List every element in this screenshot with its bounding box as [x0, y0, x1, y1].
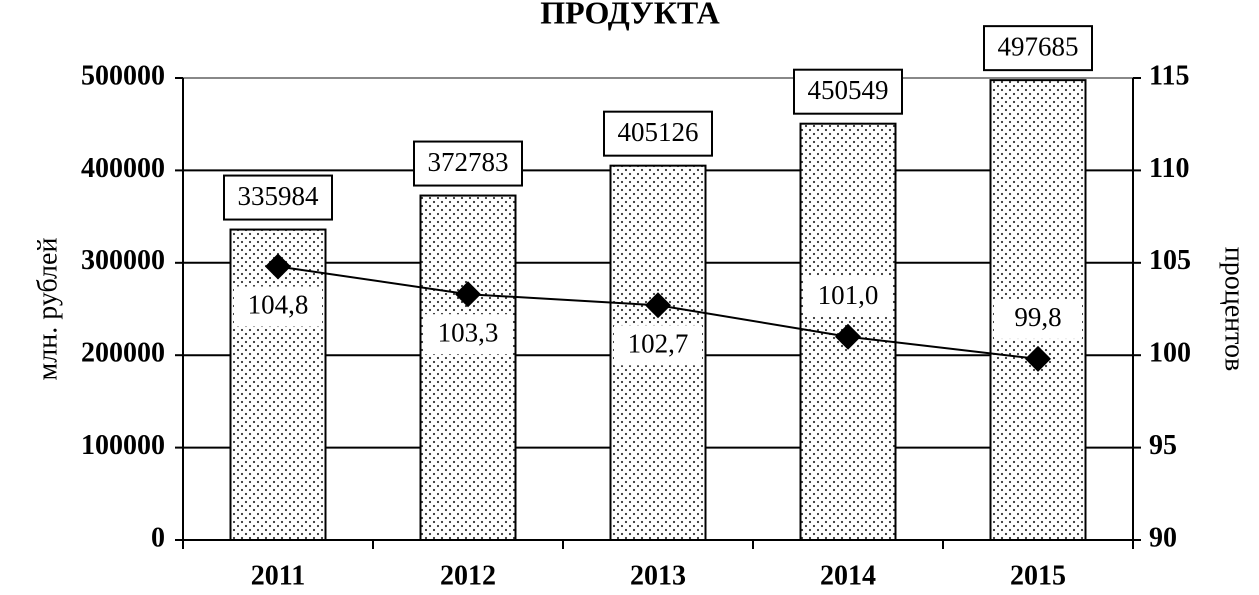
y2-tick-label: 90	[1149, 522, 1177, 553]
y-axis-title: млн. рублей	[32, 238, 63, 381]
y-tick-label: 0	[151, 522, 165, 553]
line-marker	[645, 292, 671, 319]
y-tick-label: 500000	[81, 60, 165, 91]
bar-label-box	[603, 110, 713, 157]
x-tick-label: 2015	[1010, 560, 1066, 591]
line-label-box	[994, 298, 1082, 339]
y-tick-label: 300000	[81, 245, 165, 276]
line-marker	[455, 281, 481, 308]
line-label: 101,0	[818, 280, 879, 310]
bar-label-box	[413, 140, 523, 187]
line-label: 103,3	[438, 317, 499, 347]
y2-axis-title: процентов	[1219, 247, 1250, 371]
bar-label: 497685	[998, 31, 1079, 61]
bar-label: 335984	[238, 181, 320, 211]
line-label-box	[614, 325, 702, 366]
y2-tick-label: 95	[1149, 430, 1177, 461]
bar	[419, 194, 517, 541]
x-tick-label: 2013	[630, 560, 686, 591]
line-label: 104,8	[248, 290, 309, 320]
y-tick-label: 200000	[81, 338, 165, 369]
bar-label-box	[793, 68, 903, 115]
chart-title: ПРОДУКТА	[540, 0, 720, 30]
y2-tick-label: 100	[1149, 338, 1191, 369]
y2-tick-label: 110	[1149, 153, 1189, 184]
bar-label: 372783	[428, 147, 509, 177]
line-marker	[835, 323, 861, 350]
x-tick-label: 2011	[251, 560, 305, 591]
line-marker	[265, 253, 291, 280]
line-label: 99,8	[1014, 302, 1061, 332]
line-marker	[1025, 345, 1051, 372]
bar-label-box	[983, 25, 1093, 72]
y2-tick-label: 115	[1149, 60, 1189, 91]
line-label: 102,7	[628, 329, 689, 359]
x-tick-label: 2012	[440, 560, 496, 591]
bar-label-box	[223, 174, 333, 221]
x-tick-label: 2014	[820, 560, 876, 591]
y-tick-label: 400000	[81, 153, 165, 184]
bar-label: 405126	[618, 117, 699, 147]
line-label-box	[804, 276, 892, 317]
y2-tick-label: 105	[1149, 245, 1191, 276]
y-tick-label: 100000	[81, 430, 165, 461]
bar-label: 450549	[808, 75, 889, 105]
line-label-box	[424, 314, 512, 355]
bar	[229, 228, 327, 541]
line-label-box	[234, 286, 322, 327]
